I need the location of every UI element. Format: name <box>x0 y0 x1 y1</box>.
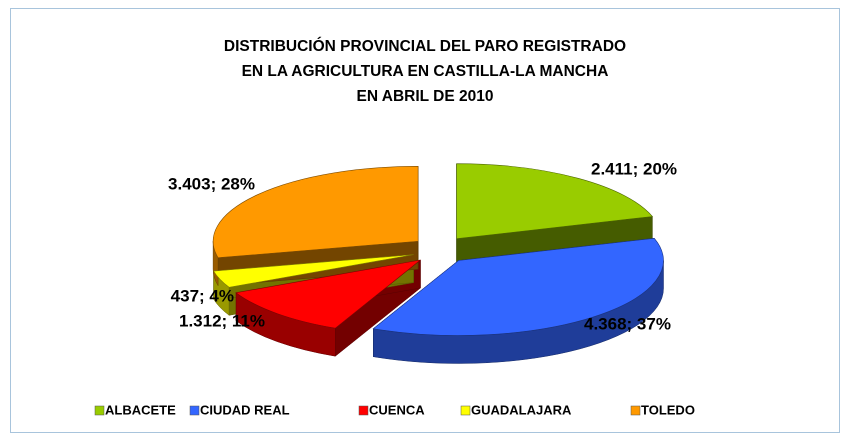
legend-label: GUADALAJARA <box>471 402 572 417</box>
chart-title: EN ABRIL DE 2010 <box>357 88 494 105</box>
legend-swatch <box>460 405 471 416</box>
data-label: 3.403; 28% <box>168 174 255 193</box>
pie-slice <box>213 254 414 288</box>
legend-swatch <box>94 405 105 416</box>
pie-slice <box>235 259 421 329</box>
data-label: 1.312; 11% <box>179 311 265 330</box>
legend-swatch <box>189 405 200 416</box>
legend-label: CIUDAD REAL <box>200 402 290 417</box>
data-label: 4.368; 37% <box>584 314 671 333</box>
pie-slice <box>212 165 419 259</box>
legend-swatch <box>358 405 369 416</box>
pie-slice <box>456 163 653 240</box>
legend-label: CUENCA <box>369 402 425 417</box>
pie-slice <box>372 237 664 336</box>
chart-title: EN LA AGRICULTURA EN CASTILLA-LA MANCHA <box>242 63 609 80</box>
data-label: 437; 4% <box>171 286 234 305</box>
chart-title: DISTRIBUCIÓN PROVINCIAL DEL PARO REGISTR… <box>224 37 626 55</box>
legend-swatch <box>630 405 641 416</box>
legend-label: TOLEDO <box>641 402 695 417</box>
legend-label: ALBACETE <box>105 402 176 417</box>
data-label: 2.411; 20% <box>591 159 677 178</box>
